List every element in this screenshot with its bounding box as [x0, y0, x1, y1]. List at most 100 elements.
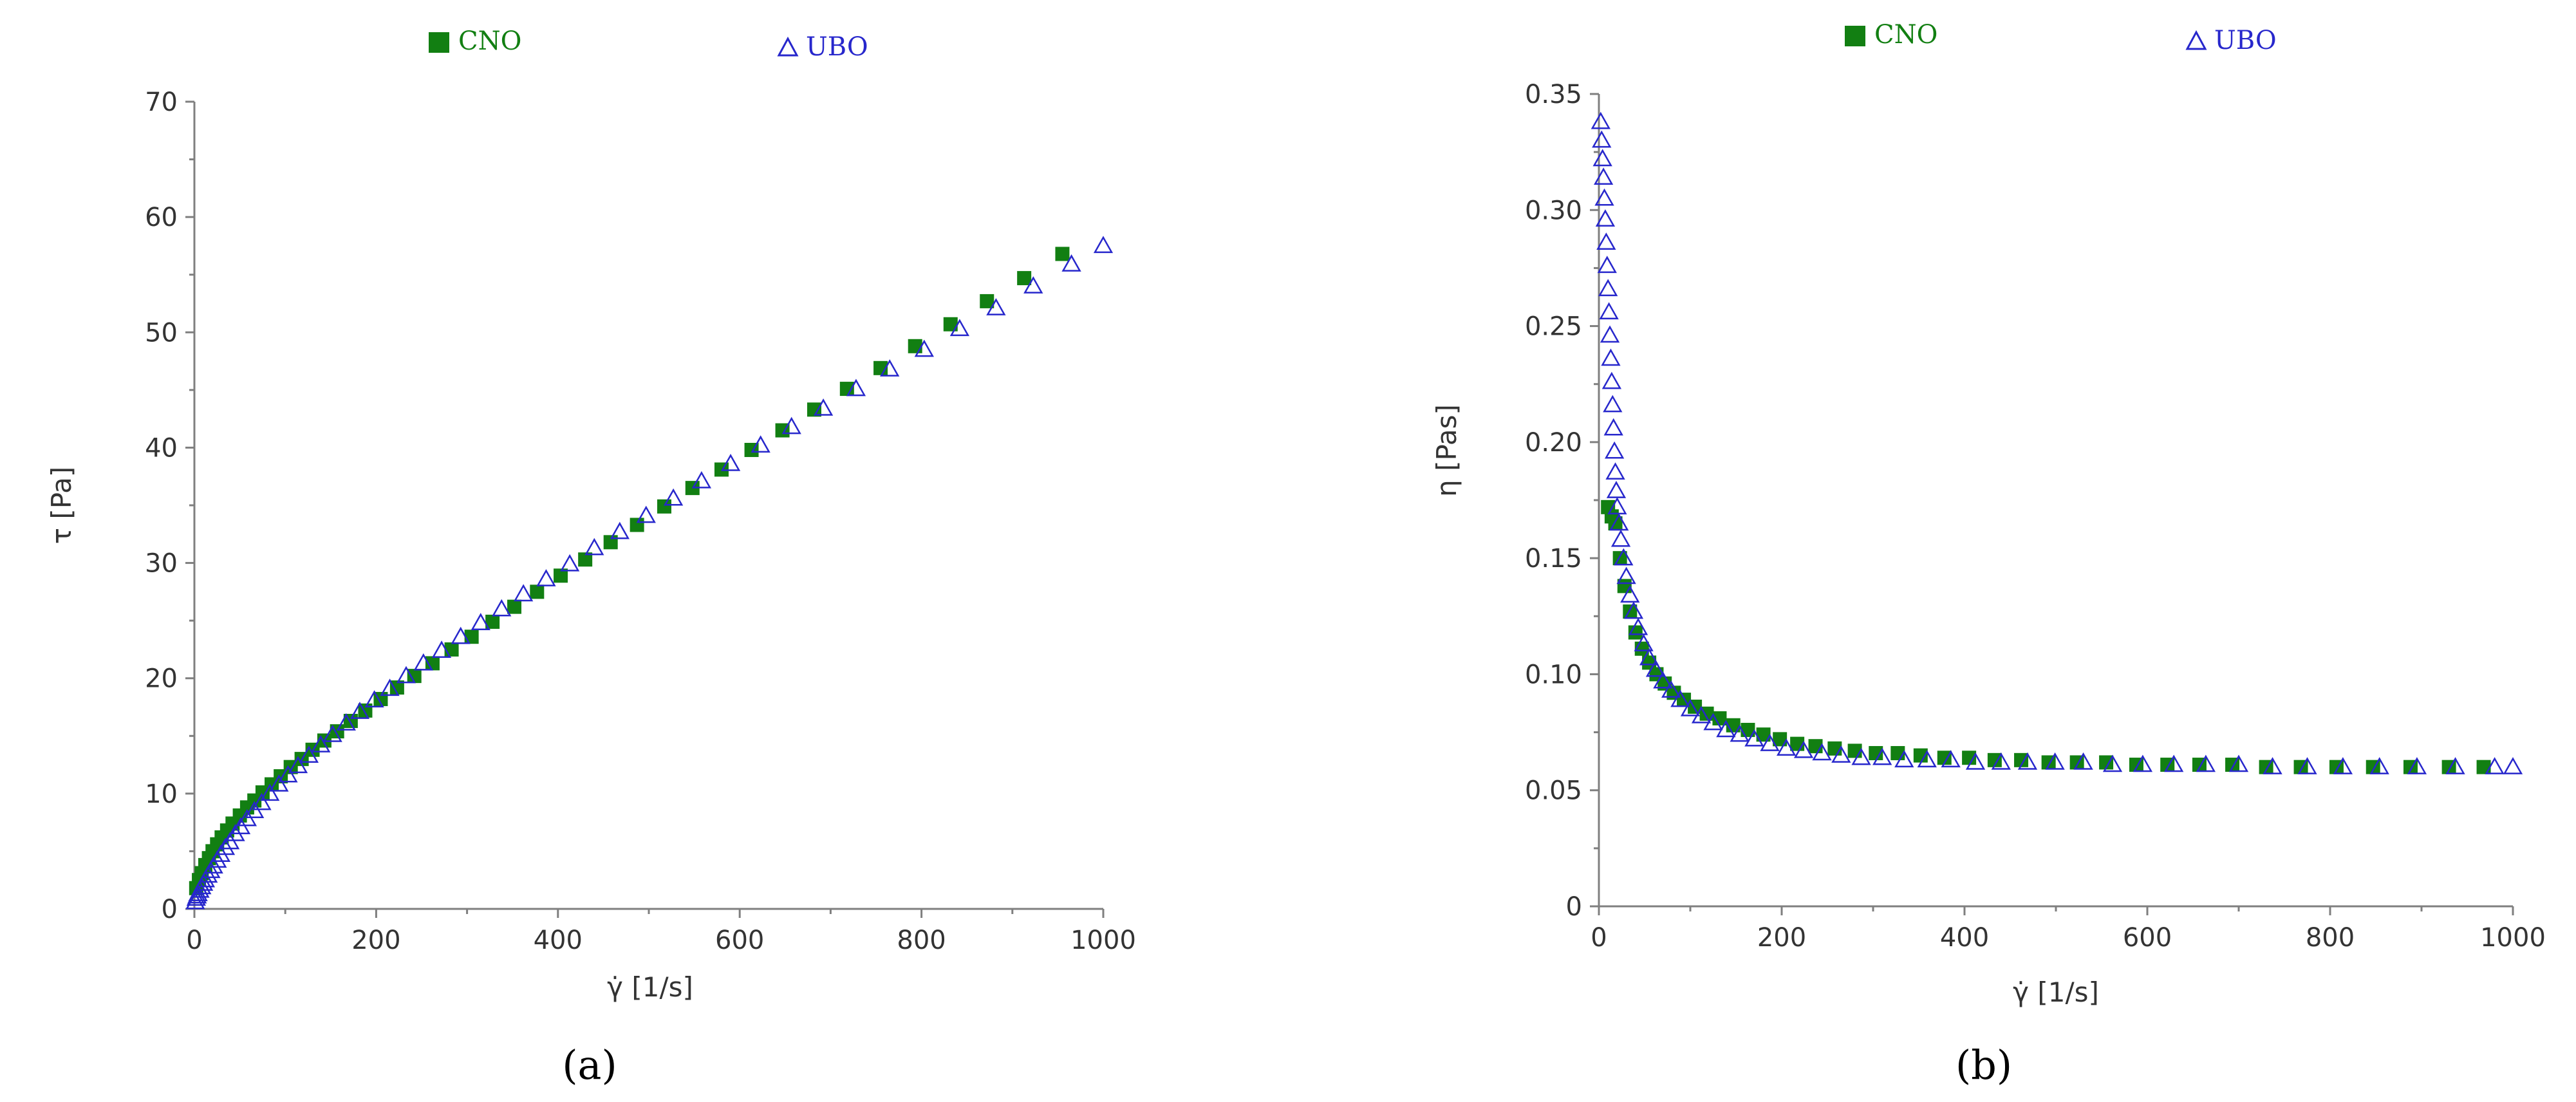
chart-b-point-ubo — [1603, 418, 1623, 436]
chart-b-point-ubo — [1653, 671, 1673, 689]
chart-a-point-ubo — [364, 690, 384, 707]
chart-a-legend-ubo-label: UBO — [806, 32, 868, 62]
chart-b-point-ubo — [1592, 130, 1612, 148]
chart-b-point-ubo — [2369, 757, 2389, 774]
chart-b-point-ubo — [2263, 757, 2282, 774]
chart-b-point-ubo — [1730, 724, 1750, 742]
chart-b-point-ubo — [1680, 698, 1701, 716]
chart-a-point-ubo — [269, 774, 289, 792]
chart-a-point-ubo — [813, 398, 834, 416]
chart-b-point-ubo — [1609, 513, 1629, 531]
chart-b-point-ubo — [1851, 747, 1871, 765]
chart-a-point-ubo — [514, 584, 534, 602]
chart-a-point-ubo — [311, 735, 331, 752]
chart-a-point-cno — [1055, 247, 1070, 261]
chart-a-point-ubo — [322, 724, 342, 742]
chart-a-point-cno — [603, 535, 618, 550]
chart-a-series-ubo — [185, 236, 1114, 910]
chart-a-point-ubo — [288, 756, 308, 774]
chart-a-point-ubo — [451, 626, 471, 644]
chart-b-point-ubo — [2503, 757, 2523, 774]
chart-a-x-tick-label: 600 — [715, 926, 764, 955]
chart-b-y-tick-label: 0.20 — [1525, 428, 1582, 458]
chart-a-point-cno — [1017, 271, 1032, 286]
chart-b-y-ticks: 0 0.05 0.10 0.15 0.20 0.25 0.30 0.35 — [1525, 80, 1599, 922]
chart-a-point-cno — [657, 499, 672, 514]
chart-b-point-ubo — [1628, 617, 1648, 635]
chart-a-point-cno — [530, 584, 545, 599]
chart-a-x-tick-label: 200 — [351, 926, 400, 955]
chart-a-series-cno — [189, 247, 1070, 895]
chart-a-point-cno — [943, 317, 958, 332]
chart-a-legend: CNO UBO — [429, 26, 868, 62]
chart-b-point-cno — [2476, 760, 2491, 774]
chart-b-point-ubo — [1691, 705, 1712, 724]
chart-b-x-tick-label: 200 — [1757, 923, 1806, 953]
chart-b-point-cno — [1987, 752, 2002, 767]
chart-b-point-ubo — [1793, 740, 1814, 758]
chart-a-point-ubo — [846, 378, 866, 397]
chart-a-point-ubo — [278, 765, 298, 783]
chart-a-point-ubo — [1093, 236, 1114, 254]
chart-b-point-cno — [1773, 732, 1787, 747]
chart-b-point-ubo — [2333, 757, 2353, 774]
chart-a-point-ubo — [949, 319, 970, 337]
chart-b-point-ubo — [1598, 279, 1618, 297]
chart-b-legend: CNO UBO — [1845, 20, 2277, 55]
chart-a-point-ubo — [986, 298, 1006, 315]
chart-a-point-ubo — [413, 653, 433, 671]
chart-b-point-ubo — [1592, 149, 1612, 167]
chart-b-point-ubo — [2297, 757, 2317, 774]
chart-b-point-ubo — [1661, 680, 1681, 698]
chart-a-y-tick-label: 40 — [145, 433, 178, 463]
chart-b-point-ubo — [2073, 752, 2093, 770]
chart-b-point-ubo — [1634, 634, 1654, 651]
chart-a-point-ubo — [663, 488, 684, 506]
chart-b-point-ubo — [2164, 754, 2184, 772]
chart-b-point-ubo — [1600, 325, 1620, 343]
chart-b-point-cno — [1712, 711, 1727, 725]
chart-b-panel-label: (b) — [1955, 1041, 2012, 1088]
chart-b-x-tick-label: 400 — [1940, 923, 1989, 953]
chart-b-point-cno — [1869, 746, 1883, 761]
chart-b-point-ubo — [2045, 752, 2065, 770]
chart-a-point-ubo — [492, 599, 512, 617]
chart-b-y-tick-label: 0.10 — [1525, 660, 1582, 689]
chart-a-point-ubo — [536, 569, 556, 586]
chart-b-x-tick-label: 0 — [1591, 923, 1607, 953]
chart-a-y-ticks: 0 10 20 30 40 50 60 70 — [145, 88, 194, 924]
chart-b-point-ubo — [1965, 752, 1986, 770]
chart-b-point-ubo — [1812, 743, 1832, 761]
chart-a-point-cno — [908, 339, 922, 353]
chart-b-point-ubo — [2017, 752, 2038, 770]
chart-a-x-tick-label: 1000 — [1070, 926, 1136, 955]
chart-a-y-axis-label: τ [Pa] — [46, 467, 77, 545]
chart-a-point-ubo — [691, 471, 712, 489]
chart-b-point-ubo — [1601, 348, 1621, 366]
chart-a-y-tick-label: 0 — [162, 895, 178, 924]
chart-b-point-ubo — [1597, 256, 1617, 274]
chart-a-point-cno — [578, 552, 593, 567]
chart-a-point-ubo — [299, 745, 319, 763]
chart-b-point-ubo — [2133, 754, 2153, 772]
chart-b-point-ubo — [1917, 750, 1937, 768]
chart-a-point-ubo — [781, 416, 801, 434]
chart-b-plot-area — [1591, 111, 2523, 774]
chart-b-point-cno — [2014, 752, 2029, 767]
chart-b-point-cno — [2099, 755, 2114, 770]
chart-a-point-cno — [444, 642, 459, 657]
chart-a-point-cno — [507, 599, 522, 614]
chart-b-point-ubo — [1610, 529, 1631, 547]
chart-a-point-ubo — [720, 453, 741, 471]
chart-b-point-ubo — [1703, 713, 1723, 731]
chart-b-point-ubo — [1716, 720, 1736, 738]
chart-a-y-tick-label: 20 — [145, 664, 178, 694]
chart-b-point-ubo — [2407, 757, 2427, 774]
chart-b-point-ubo — [1599, 302, 1619, 320]
chart-b-point-ubo — [1604, 441, 1625, 459]
chart-a-plot-area — [185, 236, 1114, 910]
chart-a-y-tick-label: 70 — [145, 88, 178, 117]
chart-b-point-ubo — [2228, 754, 2249, 772]
chart-a-point-ubo — [431, 640, 452, 658]
